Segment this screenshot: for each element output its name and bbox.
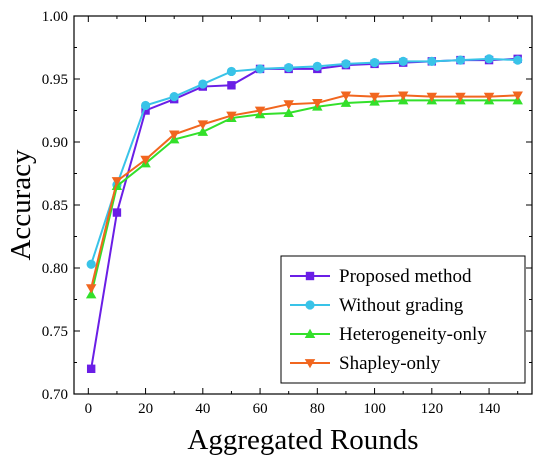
data-point <box>85 289 97 299</box>
data-point <box>312 61 322 71</box>
series-4 <box>85 91 523 294</box>
data-point <box>168 130 180 140</box>
data-point <box>197 126 209 136</box>
data-point <box>112 208 122 217</box>
legend-entry: Without grading <box>290 295 464 316</box>
data-point <box>455 55 466 65</box>
data-point <box>284 63 294 73</box>
y-tick-label: 0.70 <box>42 387 68 403</box>
data-point <box>283 107 294 117</box>
data-point <box>427 56 437 66</box>
legend-marker <box>305 271 315 281</box>
legend-marker <box>304 359 316 369</box>
x-tick-label: 100 <box>363 401 386 417</box>
data-point <box>226 66 237 77</box>
data-point <box>254 106 266 116</box>
series-3 <box>85 95 523 299</box>
data-point <box>227 81 236 90</box>
data-point <box>283 100 294 110</box>
data-point <box>111 177 123 187</box>
data-point <box>198 79 208 89</box>
data-point <box>140 100 151 111</box>
data-point <box>86 259 96 269</box>
y-tick-label: 1.00 <box>42 9 68 25</box>
data-point <box>512 91 523 101</box>
y-tick-label: 0.90 <box>42 135 68 151</box>
data-point <box>397 91 409 101</box>
legend-marker <box>305 300 315 310</box>
x-tick-label: 80 <box>310 401 325 417</box>
x-tick-label: 140 <box>478 401 501 417</box>
data-point <box>169 92 179 102</box>
legend-entry: Heterogeneity-only <box>290 324 487 345</box>
series-2 <box>86 54 523 269</box>
series-line <box>90 57 518 265</box>
legend-box <box>280 255 526 384</box>
legend-entry: Shapley-only <box>290 353 441 374</box>
legend: Proposed method Without grading Heterogene… <box>280 255 526 384</box>
x-tick-label: 60 <box>253 401 268 417</box>
data-point <box>484 54 494 64</box>
x-tick-label: 0 <box>85 401 93 417</box>
data-point <box>398 56 408 66</box>
data-point <box>455 92 466 102</box>
data-point <box>340 97 352 107</box>
legend-label: Shapley-only <box>339 353 441 374</box>
y-tick-label: 0.80 <box>42 261 68 277</box>
data-point <box>513 55 523 65</box>
y-tick-label: 0.95 <box>42 72 68 88</box>
data-point <box>483 92 495 102</box>
data-point <box>340 91 352 101</box>
x-tick-label: 40 <box>195 401 210 417</box>
legend-label: Without grading <box>339 295 464 316</box>
x-tick-label: 120 <box>421 401 444 417</box>
data-point <box>85 284 97 294</box>
data-point <box>86 364 96 373</box>
y-axis-title: Accuracy <box>5 149 37 261</box>
data-point <box>140 155 151 165</box>
data-point <box>369 58 380 68</box>
legend-label: Proposed method <box>339 266 472 287</box>
data-point <box>197 120 209 130</box>
y-tick-label: 0.85 <box>42 198 68 214</box>
legend-label: Heterogeneity-only <box>339 324 487 345</box>
y-tick-label: 0.75 <box>42 324 68 340</box>
data-point <box>369 92 380 102</box>
legend-entry: Proposed method <box>290 266 472 287</box>
data-point <box>255 64 265 74</box>
data-point <box>426 92 438 102</box>
x-tick-label: 20 <box>138 401 153 417</box>
x-axis-title: Aggregated Rounds <box>187 424 418 456</box>
data-point <box>341 59 351 69</box>
data-point <box>226 111 237 121</box>
data-point <box>312 99 323 109</box>
series-line <box>90 99 518 295</box>
plot-area <box>85 54 523 373</box>
data-point <box>141 106 150 115</box>
axes: 0 20 40 60 80 100 120 140 0.70 0.75 0.80 0.85 0.90 0.… <box>42 9 533 417</box>
legend-marker <box>304 328 316 338</box>
series-line <box>90 94 518 289</box>
